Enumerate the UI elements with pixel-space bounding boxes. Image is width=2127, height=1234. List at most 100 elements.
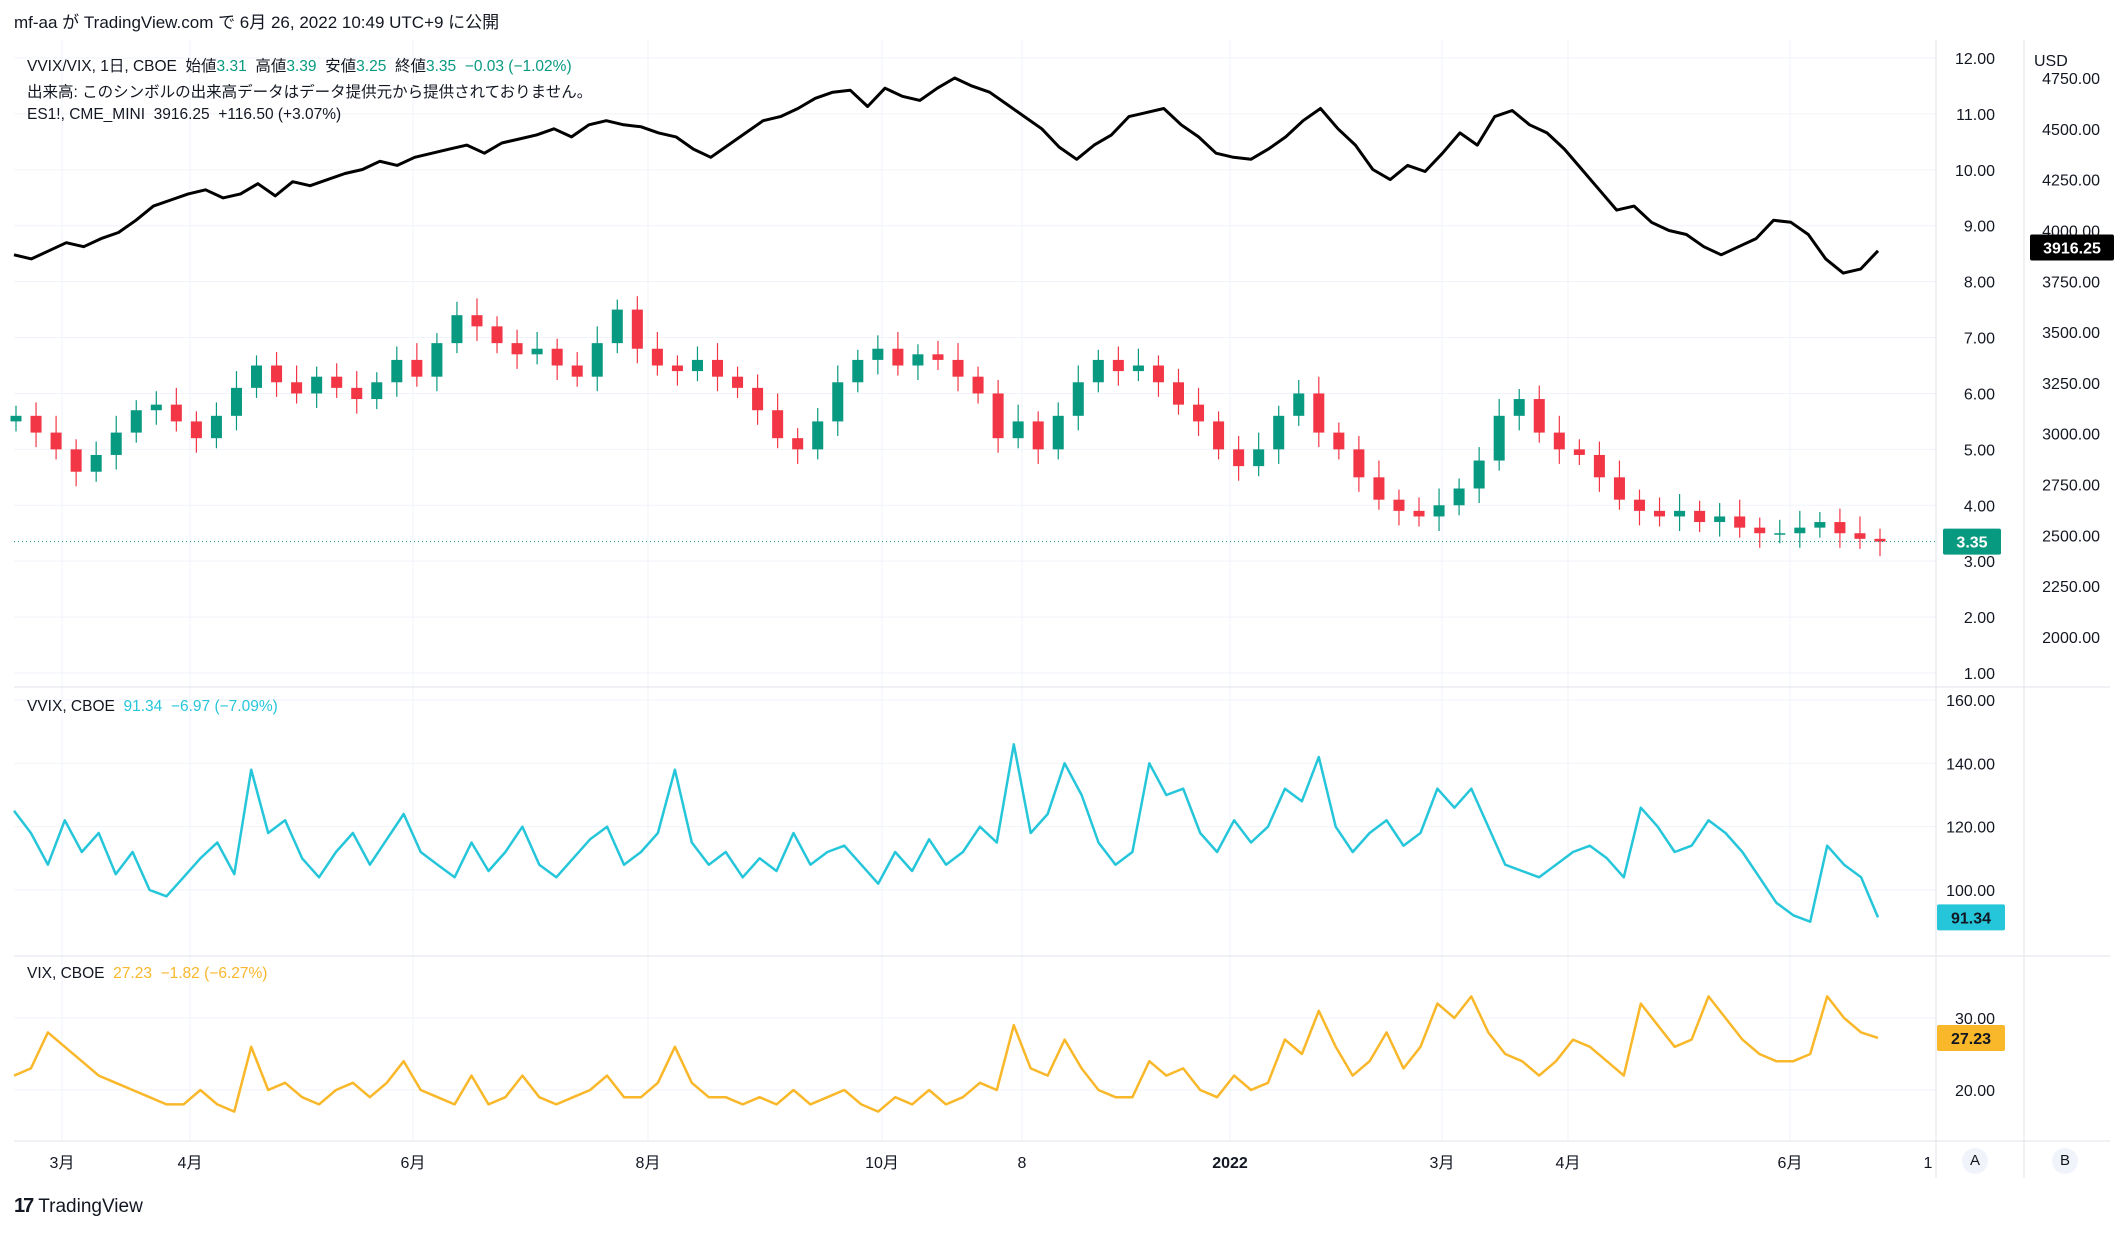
footer-brand-text: TradingView	[38, 1195, 143, 1217]
candle-body	[90, 454, 102, 472]
grid-lines	[14, 40, 1936, 1141]
ratio-tick-label: 8.00	[1964, 275, 1995, 292]
candle-body	[1593, 454, 1605, 478]
candle-body	[30, 415, 42, 433]
candle-body	[531, 348, 543, 355]
candle-body	[391, 359, 403, 383]
time-tick-label: 4月	[178, 1155, 203, 1172]
vvix-tick-label: 140.00	[1946, 756, 1995, 773]
candle-body	[611, 309, 623, 344]
candle-body	[1493, 415, 1505, 461]
candle-body	[170, 404, 182, 422]
time-tick-label: 8	[1018, 1155, 1027, 1172]
candle-body	[210, 415, 222, 439]
vvix-tick-label: 100.00	[1946, 883, 1995, 900]
candle-body	[150, 404, 162, 411]
legend-vvix: VVIX, CBOE 91.34 −6.97 (−7.09%)	[27, 698, 278, 715]
vvix-tick-label: 120.00	[1946, 820, 1995, 837]
legend-main-symbol: VVIX/VIX, 1日, CBOE	[27, 58, 177, 75]
candle-body	[732, 376, 744, 388]
es-tick-label: 2250.00	[2042, 579, 2100, 596]
candle-body	[230, 387, 242, 416]
candle-body	[1393, 499, 1405, 511]
price-axis: 12.00 11.00 10.00 9.00 8.00 7.00 6.00 5.00 4.00 3…	[1946, 51, 2100, 1100]
candle-body	[1433, 505, 1445, 517]
es-tick-label: 4750.00	[2042, 71, 2100, 88]
ratio-price-badge: 3.35	[1956, 535, 1987, 552]
candle-body	[1052, 415, 1064, 450]
candle-body	[1092, 359, 1104, 383]
candle-body	[1172, 382, 1185, 405]
candle-body	[1814, 522, 1826, 528]
es-tick-label: 3250.00	[2042, 376, 2100, 393]
candle-body	[1513, 399, 1525, 416]
scale-button-a[interactable]: A	[1962, 1148, 1988, 1174]
candle-body	[1253, 449, 1265, 467]
legend-volume: 出来高: このシンボルの出来高データはデータ提供元から提供されておりません。	[27, 84, 593, 101]
candle-body	[311, 376, 323, 394]
ratio-tick-label: 2.00	[1964, 610, 1995, 627]
candle-body	[1012, 421, 1024, 439]
ratio-tick-label: 11.00	[1956, 107, 1995, 124]
candle-body	[50, 432, 62, 450]
publish-header: mf-aa が TradingView.com で 6月 26, 2022 10…	[14, 13, 500, 32]
candle-body	[130, 410, 142, 433]
candle-body	[1573, 449, 1585, 455]
candle-body	[852, 359, 864, 383]
ratio-tick-label: 12.00	[1955, 51, 1995, 68]
candle-body	[1473, 460, 1485, 489]
candle-body	[1734, 516, 1746, 528]
ratio-tick-label: 9.00	[1964, 219, 1995, 236]
time-tick-label: 1	[1924, 1155, 1933, 1172]
legend-vix: VIX, CBOE 27.23 −1.82 (−6.27%)	[27, 965, 268, 982]
candle-body	[1152, 365, 1164, 383]
time-tick-label: 6月	[1778, 1155, 1803, 1172]
candle-body	[772, 410, 784, 439]
candle-body	[992, 393, 1004, 439]
time-axis: 3月 4月 6月 8月 10月 8 2022 3月 4月 6月 1	[50, 1155, 1933, 1172]
time-tick-label: 10月	[865, 1155, 899, 1172]
candle-body	[451, 315, 463, 344]
ratio-tick-label: 4.00	[1964, 498, 1995, 515]
candle-body	[912, 354, 924, 366]
candle-body	[832, 382, 844, 422]
vix-tick-label: 20.00	[1955, 1083, 1995, 1100]
candle-body	[371, 382, 383, 400]
footer-brand: 17 TradingView	[14, 1195, 143, 1218]
tradingview-logo-icon: 17	[14, 1195, 34, 1217]
candle-body	[671, 365, 683, 372]
candle-body	[1353, 449, 1365, 478]
candle-body	[792, 438, 804, 450]
time-tick-label: 4月	[1556, 1155, 1581, 1172]
candle-body	[892, 348, 904, 366]
candle-body	[1714, 516, 1726, 523]
candle-body	[752, 387, 764, 411]
candle-body	[1674, 510, 1686, 517]
vvix-line-layer	[13, 743, 1880, 923]
candle-body	[70, 449, 82, 472]
candle-body	[251, 365, 263, 388]
candle-body	[1854, 533, 1866, 539]
candle-body	[651, 348, 663, 366]
candle-body	[1553, 432, 1565, 450]
candle-body	[812, 421, 824, 450]
candle-body	[1112, 359, 1124, 372]
candle-body	[271, 365, 283, 383]
candle-body	[331, 376, 343, 388]
time-tick-label: 6月	[401, 1155, 426, 1172]
vix-price-badge-bg	[1937, 1024, 2005, 1051]
candle-body	[1132, 365, 1144, 372]
candle-body	[551, 348, 563, 366]
candle-body	[1834, 522, 1846, 534]
candle-body	[1293, 393, 1305, 416]
es-tick-label: 3750.00	[2042, 274, 2100, 291]
vix-series-line	[13, 995, 1879, 1113]
time-tick-label: 3月	[50, 1155, 75, 1172]
candle-body	[1213, 421, 1225, 450]
scale-button-b[interactable]: B	[2052, 1148, 2078, 1174]
ratio-price-badge-bg	[1943, 528, 2001, 555]
ratio-tick-label: 5.00	[1964, 442, 1995, 459]
es-tick-label: 4500.00	[2042, 122, 2100, 139]
price-badges: 3916.25 3.35 91.34 27.23	[1937, 234, 2114, 1051]
